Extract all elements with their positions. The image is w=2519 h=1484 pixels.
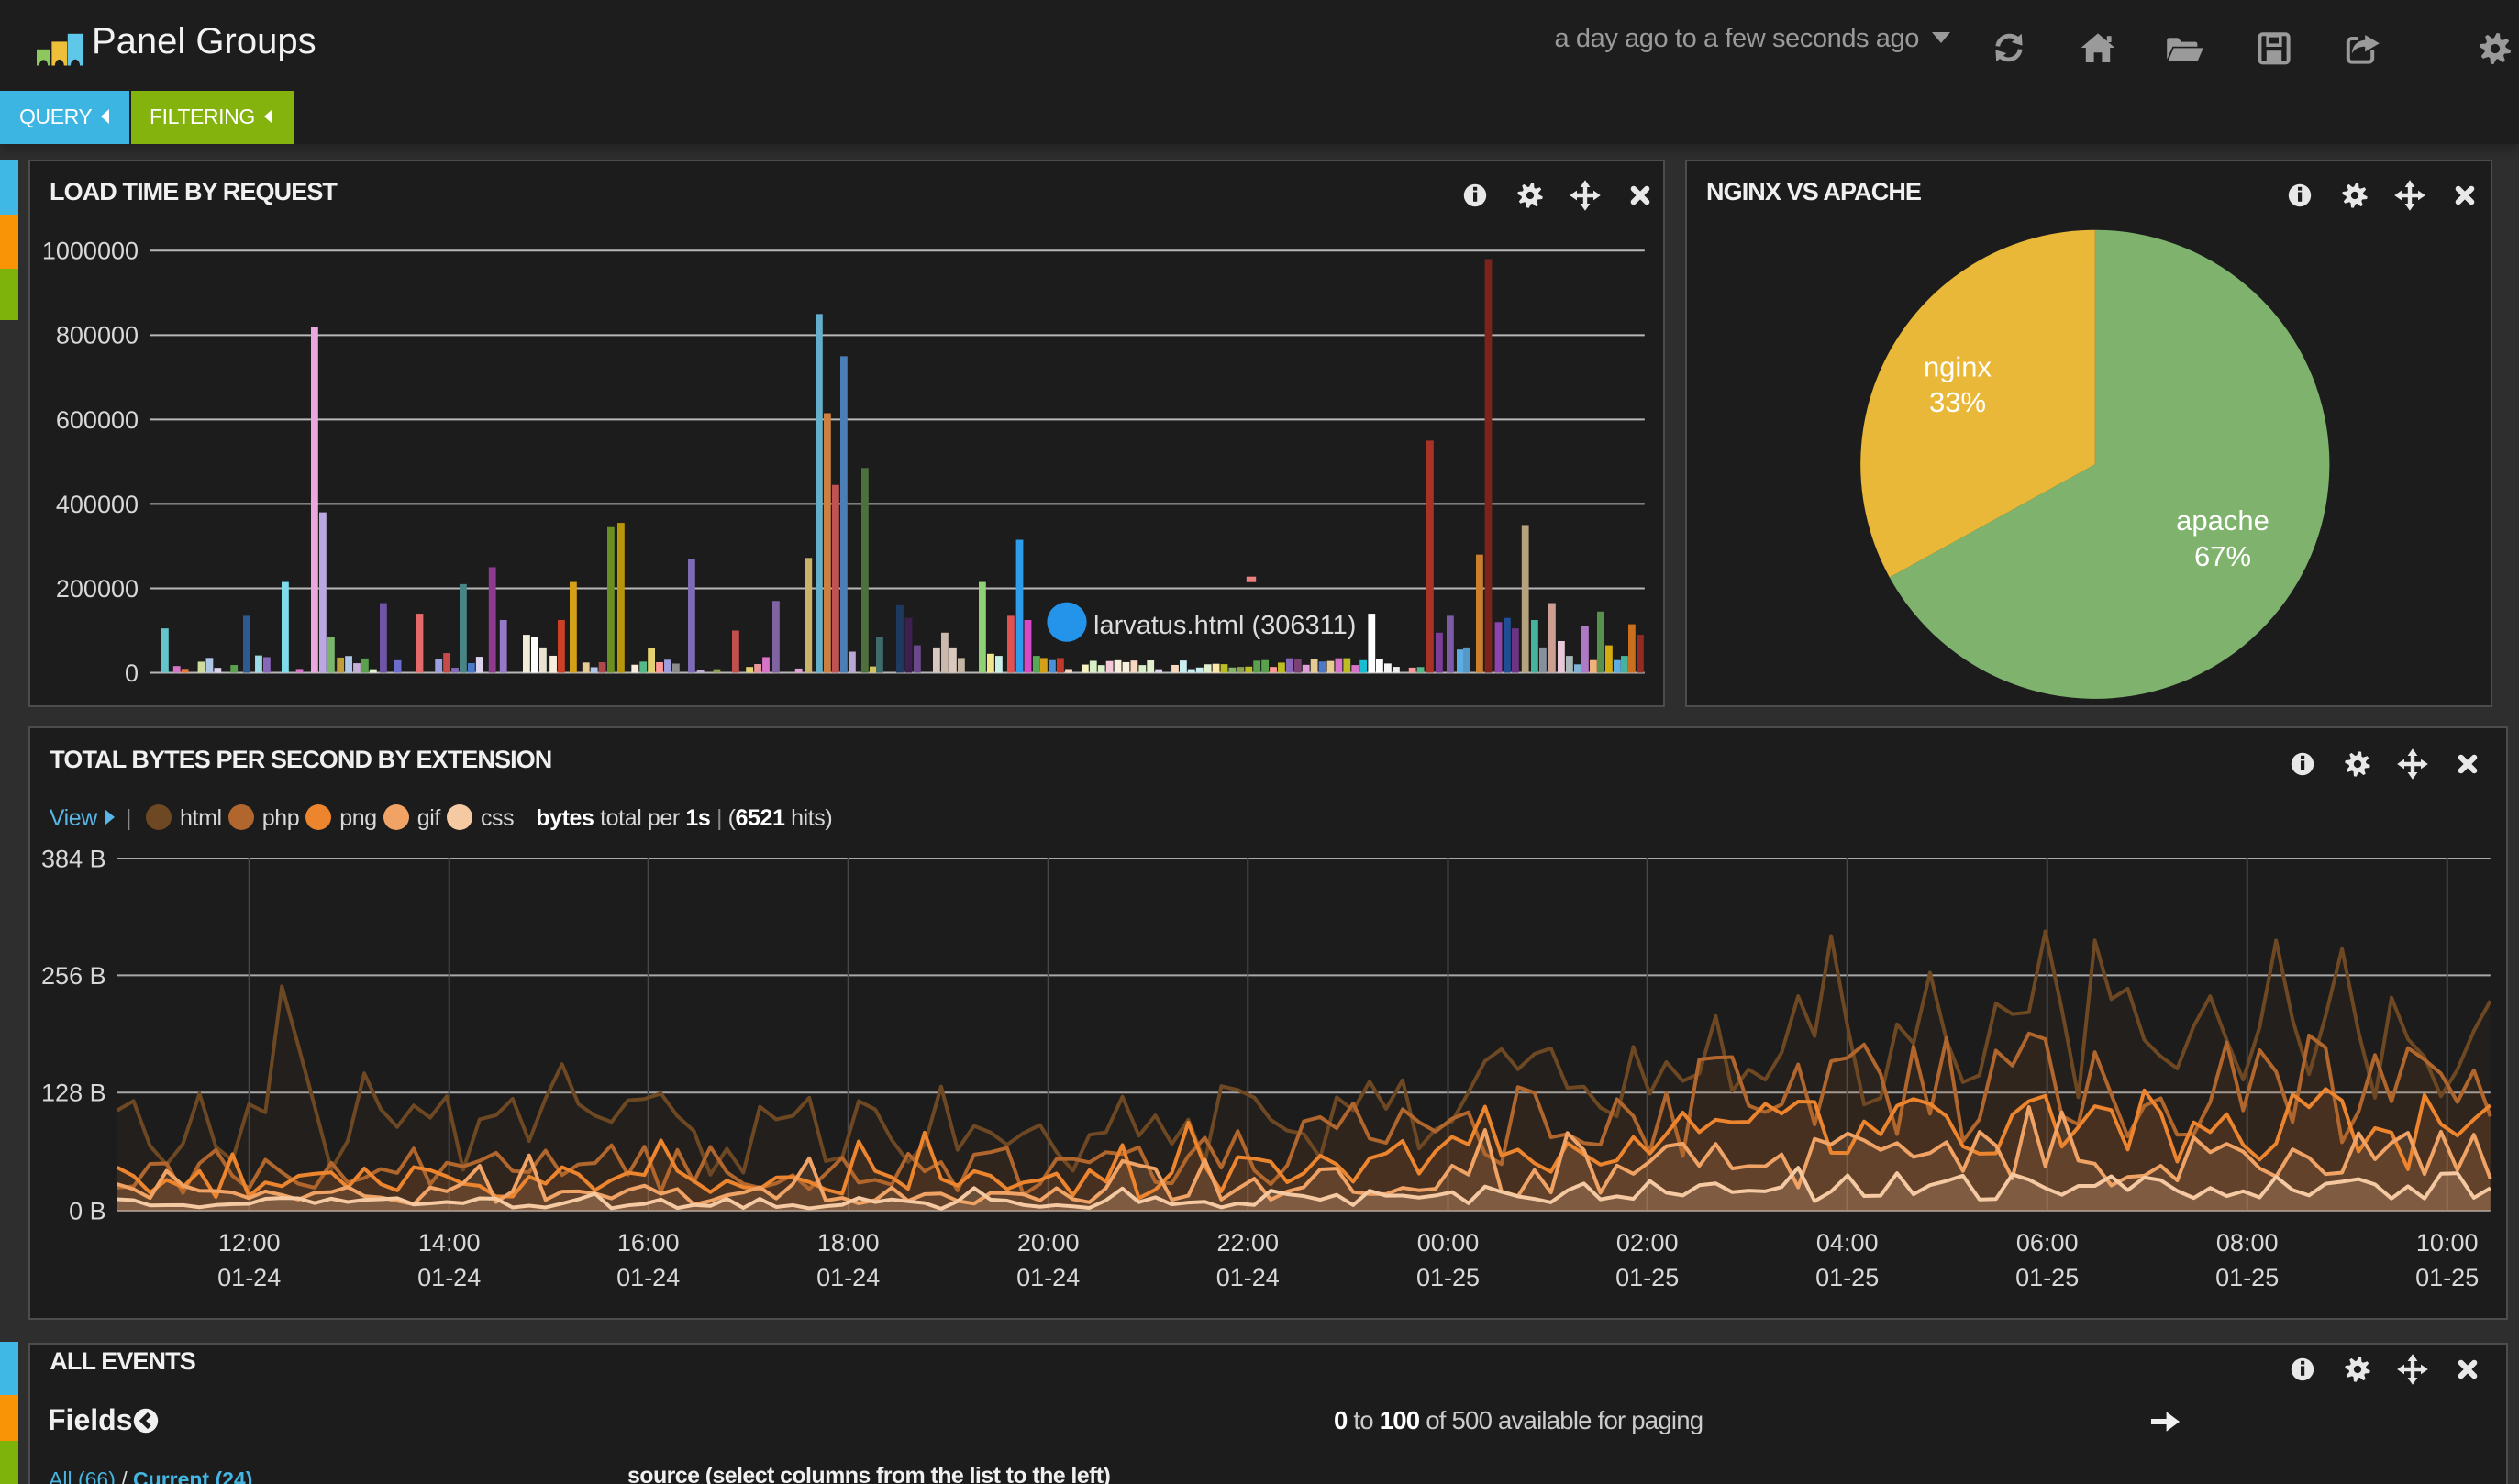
svg-text:01-25: 01-25 bbox=[2215, 1264, 2279, 1291]
svg-text:01-25: 01-25 bbox=[2415, 1264, 2479, 1291]
svg-text:nginx: nginx bbox=[1924, 350, 1992, 382]
svg-text:01-25: 01-25 bbox=[1815, 1264, 1879, 1291]
svg-text:0 B: 0 B bbox=[69, 1197, 106, 1224]
svg-text:00:00: 00:00 bbox=[1417, 1229, 1480, 1257]
svg-text:67%: 67% bbox=[2194, 540, 2251, 572]
svg-text:200000: 200000 bbox=[56, 575, 139, 603]
svg-text:01-25: 01-25 bbox=[1416, 1264, 1480, 1291]
svg-text:800000: 800000 bbox=[56, 321, 139, 349]
svg-text:400000: 400000 bbox=[56, 491, 139, 518]
svg-text:600000: 600000 bbox=[56, 405, 139, 433]
svg-text:08:00: 08:00 bbox=[2216, 1229, 2279, 1257]
svg-text:384 B: 384 B bbox=[41, 845, 106, 872]
svg-text:larvatus.html (306311): larvatus.html (306311) bbox=[1093, 611, 1356, 640]
svg-text:01-25: 01-25 bbox=[1615, 1264, 1679, 1291]
svg-text:02:00: 02:00 bbox=[1616, 1229, 1679, 1257]
svg-text:04:00: 04:00 bbox=[1816, 1229, 1879, 1257]
svg-text:1000000: 1000000 bbox=[42, 237, 139, 264]
svg-text:01-24: 01-24 bbox=[417, 1264, 481, 1291]
svg-text:18:00: 18:00 bbox=[817, 1229, 880, 1257]
svg-text:01-24: 01-24 bbox=[816, 1264, 880, 1291]
svg-text:apache: apache bbox=[2176, 504, 2269, 537]
svg-text:22:00: 22:00 bbox=[1217, 1229, 1280, 1257]
svg-text:33%: 33% bbox=[1929, 386, 1986, 418]
svg-text:01-24: 01-24 bbox=[1216, 1264, 1280, 1291]
svg-text:20:00: 20:00 bbox=[1017, 1229, 1080, 1257]
svg-text:12:00: 12:00 bbox=[218, 1229, 281, 1257]
svg-text:256 B: 256 B bbox=[41, 962, 106, 990]
svg-text:01-24: 01-24 bbox=[1016, 1264, 1080, 1291]
svg-text:16:00: 16:00 bbox=[617, 1229, 680, 1257]
svg-text:10:00: 10:00 bbox=[2416, 1229, 2479, 1257]
svg-text:128 B: 128 B bbox=[41, 1080, 106, 1107]
svg-text:06:00: 06:00 bbox=[2016, 1229, 2079, 1257]
svg-text:0: 0 bbox=[125, 659, 139, 687]
svg-text:01-24: 01-24 bbox=[616, 1264, 680, 1291]
svg-text:14:00: 14:00 bbox=[418, 1229, 481, 1257]
svg-text:01-24: 01-24 bbox=[217, 1264, 281, 1291]
svg-text:01-25: 01-25 bbox=[2015, 1264, 2079, 1291]
